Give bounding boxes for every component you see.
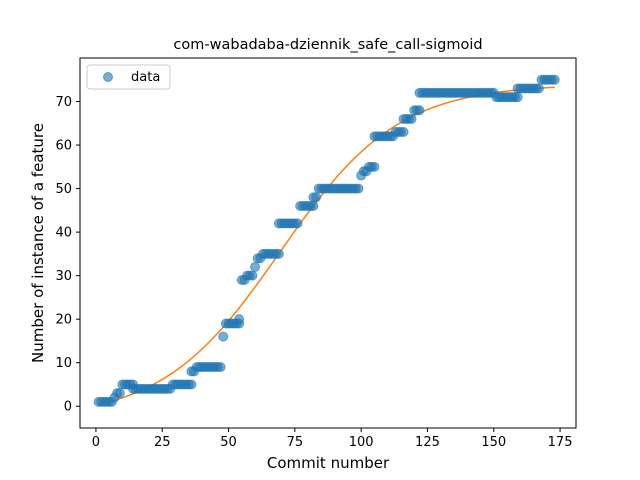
y-tick-label: 0 [64, 400, 72, 415]
data-point [114, 388, 125, 399]
x-axis-label: Commit number [267, 454, 390, 472]
x-tick-label: 50 [220, 435, 237, 450]
data-point [215, 362, 226, 373]
legend-marker [103, 72, 113, 82]
data-point [218, 331, 229, 342]
data-point [186, 379, 197, 390]
x-tick-label: 175 [548, 435, 573, 450]
data-point [234, 314, 245, 325]
x-tick-label: 125 [415, 435, 440, 450]
y-axis-label: Number of instance of a feature [29, 123, 47, 363]
plot-frame [79, 57, 577, 429]
data-points-layer [93, 74, 560, 407]
data-point [549, 74, 560, 85]
y-tick-label: 10 [55, 356, 72, 371]
data-point [311, 192, 322, 203]
y-tick-label: 30 [55, 269, 72, 284]
plot-background [80, 58, 576, 428]
x-tick-label: 150 [481, 435, 506, 450]
y-tick-label: 60 [55, 139, 72, 154]
data-point [398, 127, 409, 137]
legend-box [86, 64, 171, 90]
legend: data [86, 64, 171, 90]
data-point [250, 261, 261, 272]
data-point [512, 92, 523, 103]
data-point [273, 248, 284, 259]
data-point [414, 105, 425, 116]
x-tick-label: 100 [349, 435, 374, 450]
data-point [308, 201, 319, 211]
data-point [533, 83, 544, 94]
data-point [406, 113, 417, 124]
data-point [247, 270, 258, 281]
x-tick-label: 25 [154, 435, 171, 450]
chart-title: com-wabadaba-dziennik_safe_call-sigmoid [173, 37, 482, 53]
y-ticks: 0 10 20 30 40 50 60 70 [55, 95, 80, 415]
data-point [353, 183, 364, 194]
data-point [369, 161, 380, 172]
x-ticks: 0 25 50 75 100 125 150 175 [92, 428, 573, 450]
y-tick-label: 40 [55, 226, 72, 241]
y-tick-label: 50 [55, 182, 72, 197]
data-point [292, 218, 303, 229]
y-tick-label: 20 [55, 313, 72, 328]
legend-label: data [131, 70, 160, 85]
x-tick-label: 0 [92, 435, 100, 450]
x-tick-label: 75 [287, 435, 304, 450]
y-tick-label: 70 [55, 95, 72, 110]
